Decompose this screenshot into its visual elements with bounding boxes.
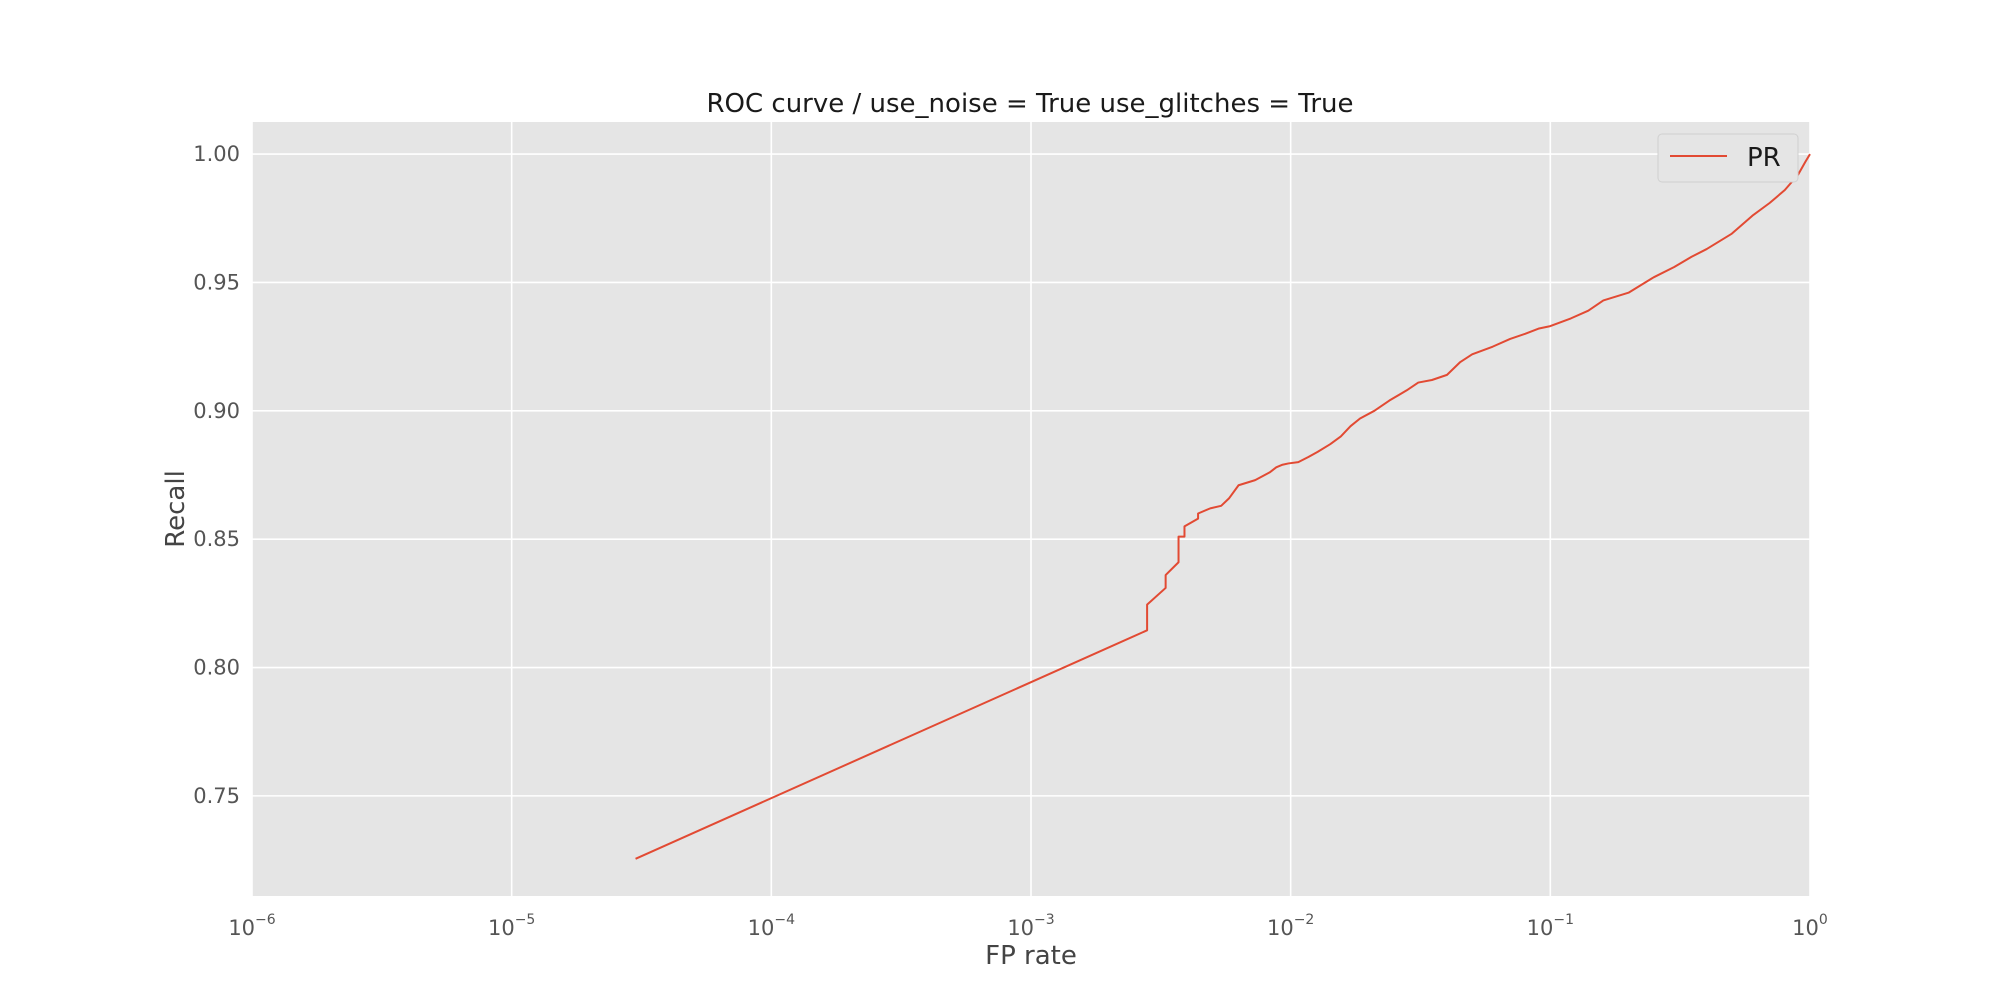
x-tick-exponent: −3 — [1034, 912, 1055, 928]
y-tick-label: 0.80 — [193, 656, 240, 680]
x-tick-label: 10−4 — [748, 912, 795, 940]
x-tick-exponent: −2 — [1294, 912, 1315, 928]
series-line-pr — [635, 153, 1811, 860]
x-tick-base: 10 — [1007, 916, 1034, 940]
x-tick-base: 10 — [488, 916, 515, 940]
x-tick-label: 10−3 — [1007, 912, 1054, 940]
x-tick-label: 10−5 — [488, 912, 535, 940]
chart-title: ROC curve / use_noise = True use_glitche… — [706, 89, 1353, 119]
x-tick-exponent: 0 — [1819, 912, 1828, 928]
x-tick-exponent: −1 — [1553, 912, 1574, 928]
y-tick-label: 0.95 — [193, 270, 240, 294]
x-tick-label: 10−6 — [228, 912, 275, 940]
x-tick-base: 10 — [748, 916, 775, 940]
legend-box — [1657, 133, 1799, 183]
legend: PR — [1657, 133, 1799, 183]
x-tick-base: 10 — [1267, 916, 1294, 940]
x-tick-label: 10−2 — [1267, 912, 1314, 940]
y-tick-label: 1.00 — [193, 142, 240, 166]
x-axis-label: FP rate — [985, 941, 1077, 971]
x-tick-base: 10 — [228, 916, 255, 940]
x-tick-label: 100 — [1792, 912, 1828, 940]
y-tick-label: 0.90 — [193, 399, 240, 423]
y-axis-label: Recall — [161, 470, 191, 548]
y-tick-label: 0.75 — [193, 784, 240, 808]
x-tick-exponent: −4 — [774, 912, 795, 928]
series-group — [635, 153, 1811, 860]
y-tick-label: 0.85 — [193, 527, 240, 551]
x-tick-base: 10 — [1792, 916, 1819, 940]
legend-label-pr: PR — [1747, 143, 1781, 173]
x-tick-exponent: −5 — [515, 912, 536, 928]
x-tick-label: 10−1 — [1527, 912, 1574, 940]
x-tick-base: 10 — [1527, 916, 1554, 940]
y-axis-ticks: 0.75 0.80 0.85 0.90 0.95 1.00 — [193, 142, 240, 808]
x-axis-ticks: 10−6 10−5 10−4 10−3 10−2 10−1 100 — [228, 912, 1828, 940]
grid-lines — [251, 122, 1811, 896]
x-tick-exponent: −6 — [255, 912, 276, 928]
